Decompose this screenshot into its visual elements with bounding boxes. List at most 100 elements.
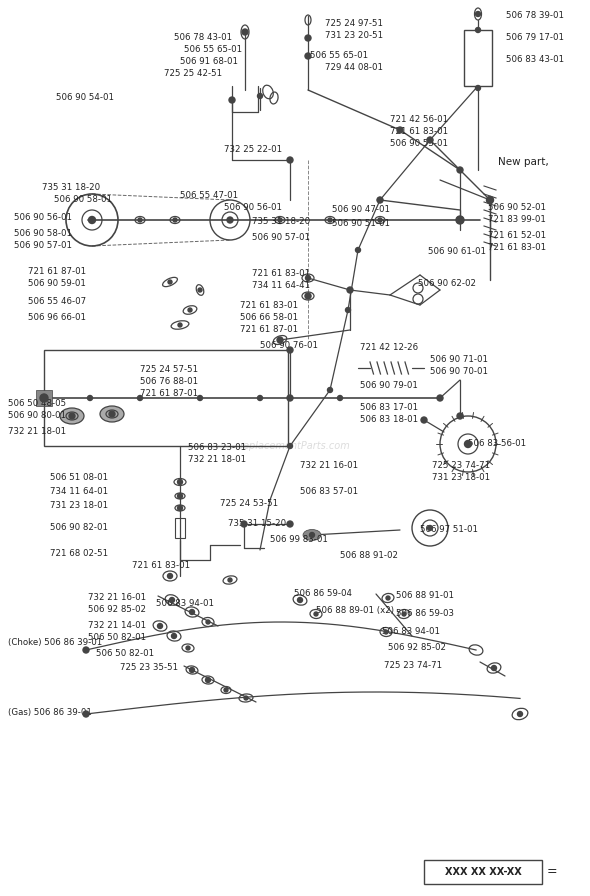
Ellipse shape: [303, 530, 321, 540]
Circle shape: [257, 93, 263, 99]
Circle shape: [83, 647, 89, 653]
Text: 506 90 56-01: 506 90 56-01: [224, 203, 282, 212]
Circle shape: [306, 294, 310, 298]
Text: 734 11 64-01: 734 11 64-01: [50, 487, 108, 496]
Circle shape: [87, 395, 93, 401]
Text: 735 31 18-20: 735 31 18-20: [42, 184, 100, 193]
Ellipse shape: [100, 406, 124, 422]
Circle shape: [378, 197, 382, 202]
Text: (Gas) 506 86 39-01: (Gas) 506 86 39-01: [8, 708, 92, 717]
Text: 732 21 14-01: 732 21 14-01: [88, 622, 146, 631]
Text: 506 91 68-01: 506 91 68-01: [180, 57, 238, 66]
Circle shape: [397, 127, 403, 133]
Text: XXX XX XX-XX: XXX XX XX-XX: [445, 867, 522, 877]
Text: 506 90 52-01: 506 90 52-01: [488, 203, 546, 212]
Circle shape: [305, 35, 311, 41]
Text: 729 44 08-01: 729 44 08-01: [325, 64, 383, 73]
Circle shape: [314, 612, 318, 616]
Circle shape: [464, 441, 471, 447]
Circle shape: [189, 668, 195, 673]
Text: 506 66 58-01: 506 66 58-01: [240, 314, 298, 323]
Circle shape: [457, 413, 463, 419]
Text: 506 83 94-01: 506 83 94-01: [382, 627, 440, 636]
Circle shape: [491, 666, 497, 670]
Text: 506 92 85-02: 506 92 85-02: [388, 643, 446, 652]
Circle shape: [198, 288, 202, 292]
Text: 506 76 88-01: 506 76 88-01: [140, 377, 198, 386]
Text: 506 83 43-01: 506 83 43-01: [506, 56, 564, 65]
Circle shape: [229, 97, 235, 103]
Circle shape: [327, 387, 333, 392]
Text: 506 90 59-01: 506 90 59-01: [28, 280, 86, 289]
Text: 732 21 18-01: 732 21 18-01: [188, 455, 246, 464]
Circle shape: [178, 494, 182, 498]
Circle shape: [517, 711, 523, 717]
Circle shape: [173, 218, 177, 222]
Circle shape: [277, 337, 283, 343]
Text: 506 90 57-01: 506 90 57-01: [14, 242, 72, 251]
Text: 506 90 51-01: 506 90 51-01: [332, 220, 390, 228]
Text: 725 23 74-71: 725 23 74-71: [432, 461, 490, 470]
Bar: [36, 390, 52, 406]
Circle shape: [168, 573, 172, 579]
Circle shape: [178, 323, 182, 327]
Circle shape: [109, 411, 115, 417]
Circle shape: [228, 578, 232, 582]
Circle shape: [328, 218, 332, 222]
Circle shape: [224, 688, 228, 692]
Text: 506 51 08-01: 506 51 08-01: [50, 473, 108, 483]
Text: 506 55 46-07: 506 55 46-07: [28, 297, 86, 306]
Text: 506 90 53-01: 506 90 53-01: [390, 140, 448, 149]
Text: 506 83 57-01: 506 83 57-01: [300, 487, 358, 496]
Text: 506 88 89-01 (x2): 506 88 89-01 (x2): [316, 606, 394, 615]
Circle shape: [137, 395, 143, 401]
Circle shape: [178, 479, 182, 485]
Circle shape: [356, 247, 360, 253]
Circle shape: [386, 596, 390, 600]
Text: 506 78 39-01: 506 78 39-01: [506, 12, 564, 21]
Circle shape: [457, 167, 463, 173]
Text: 506 83 18-01: 506 83 18-01: [360, 416, 418, 425]
Text: 725 23 74-71: 725 23 74-71: [384, 661, 442, 670]
Text: 721 42 56-01: 721 42 56-01: [390, 116, 448, 125]
Circle shape: [227, 217, 233, 223]
Text: 506 92 85-02: 506 92 85-02: [88, 606, 146, 615]
Text: 725 25 42-51: 725 25 42-51: [164, 70, 222, 79]
Text: 506 83 56-01: 506 83 56-01: [468, 440, 526, 449]
Text: New part,: New part,: [498, 157, 549, 167]
Circle shape: [487, 196, 493, 203]
Text: 721 61 87-01: 721 61 87-01: [240, 325, 298, 334]
Circle shape: [297, 598, 303, 602]
Text: 721 61 83-01: 721 61 83-01: [488, 244, 546, 253]
Circle shape: [287, 521, 293, 527]
Text: 721 61 83-01: 721 61 83-01: [390, 127, 448, 136]
Text: 506 50 48-05: 506 50 48-05: [8, 400, 66, 409]
Circle shape: [40, 394, 48, 402]
Circle shape: [138, 218, 142, 222]
Text: 506 90 70-01: 506 90 70-01: [430, 367, 488, 376]
Circle shape: [244, 696, 248, 700]
Text: 721 61 87-01: 721 61 87-01: [140, 390, 198, 399]
Text: 731 23 18-01: 731 23 18-01: [432, 473, 490, 483]
Bar: [464, 30, 492, 86]
Text: 506 83 17-01: 506 83 17-01: [360, 403, 418, 412]
Text: replacementParts.com: replacementParts.com: [240, 441, 350, 451]
Circle shape: [287, 395, 293, 401]
Text: 721 61 87-01: 721 61 87-01: [28, 268, 86, 277]
Circle shape: [487, 197, 493, 203]
Circle shape: [347, 287, 353, 293]
Text: 721 83 99-01: 721 83 99-01: [488, 216, 546, 225]
Circle shape: [378, 218, 382, 222]
Text: 506 97 51-01: 506 97 51-01: [420, 525, 478, 535]
Text: 731 23 20-51: 731 23 20-51: [325, 31, 383, 40]
Ellipse shape: [60, 408, 84, 424]
Text: 506 90 62-02: 506 90 62-02: [418, 280, 476, 289]
Text: 506 78 43-01: 506 78 43-01: [174, 33, 232, 42]
Circle shape: [198, 395, 202, 401]
Circle shape: [287, 444, 293, 449]
Text: 721 61 52-01: 721 61 52-01: [488, 231, 546, 240]
Text: 506 90 61-01: 506 90 61-01: [428, 247, 486, 256]
Text: 725 23 35-51: 725 23 35-51: [120, 664, 178, 673]
Circle shape: [287, 157, 293, 163]
Bar: [424, 860, 542, 884]
